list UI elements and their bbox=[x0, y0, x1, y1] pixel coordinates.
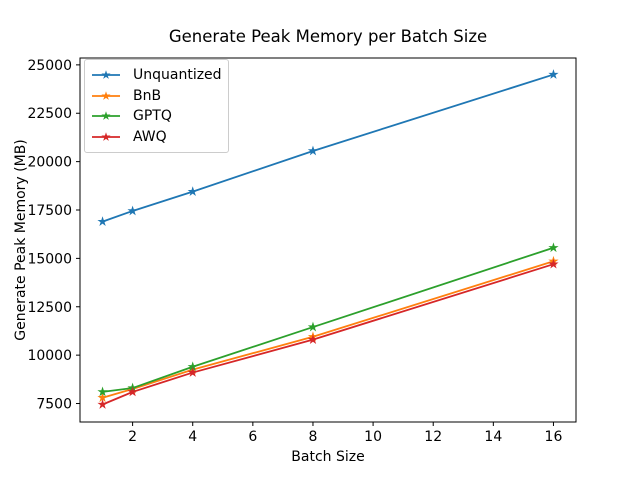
x-tick-label: 8 bbox=[309, 429, 318, 445]
legend-label: Unquantized bbox=[133, 67, 222, 84]
y-tick-label: 10000 bbox=[27, 348, 72, 364]
series-line-GPTQ bbox=[102, 246, 554, 393]
legend: Unquantized BnB GPTQ AWQ bbox=[84, 59, 229, 154]
legend-label: BnB bbox=[133, 87, 162, 104]
legend-entry-Unquantized: Unquantized bbox=[92, 65, 222, 86]
marker-star-Unquantized-legend bbox=[101, 70, 111, 80]
legend-entry-AWQ: AWQ bbox=[92, 127, 222, 148]
y-tick-label: 25000 bbox=[27, 58, 72, 74]
x-tick-label: 16 bbox=[545, 429, 563, 445]
x-axis-label: Batch Size bbox=[291, 449, 365, 465]
legend-label: GPTQ bbox=[133, 108, 172, 125]
x-tick-label: 14 bbox=[484, 429, 502, 445]
chart-title: Generate Peak Memory per Batch Size bbox=[168, 27, 488, 46]
marker-star-GPTQ bbox=[548, 242, 559, 253]
y-tick-label: 22500 bbox=[27, 106, 72, 122]
y-tick-label: 17500 bbox=[27, 203, 72, 219]
marker-star-AWQ-legend bbox=[101, 132, 111, 141]
x-tick-label: 12 bbox=[424, 429, 442, 445]
y-tick-label: 15000 bbox=[27, 251, 72, 267]
y-tick-label: 20000 bbox=[27, 155, 72, 171]
marker-star-AWQ bbox=[97, 399, 108, 409]
x-tick-label: 2 bbox=[128, 429, 137, 445]
series-line-AWQ bbox=[102, 263, 554, 406]
series-line-BnB bbox=[102, 260, 554, 399]
marker-star-AWQ bbox=[307, 334, 319, 345]
legend-swatch-Unquantized bbox=[92, 70, 120, 80]
x-tick-label: 10 bbox=[364, 429, 382, 445]
axes-spines bbox=[79, 57, 577, 423]
marker-star-GPTQ bbox=[187, 361, 198, 372]
marker-star-BnB bbox=[97, 392, 108, 403]
legend-entry-GPTQ: GPTQ bbox=[92, 106, 222, 127]
legend-swatch-GPTQ bbox=[92, 111, 120, 121]
marker-star-Unquantized bbox=[127, 205, 138, 216]
y-tick-label: 7500 bbox=[36, 397, 72, 413]
y-tick-label: 12500 bbox=[27, 300, 72, 316]
marker-star-AWQ bbox=[548, 258, 559, 269]
marker-star-GPTQ bbox=[97, 386, 108, 397]
marker-star-AWQ bbox=[187, 367, 198, 377]
marker-star-GPTQ-legend bbox=[101, 111, 111, 121]
x-tick-label: 6 bbox=[248, 429, 257, 445]
x-tick-label: 4 bbox=[188, 429, 197, 445]
marker-star-AWQ bbox=[127, 386, 138, 397]
legend-swatch-AWQ bbox=[92, 132, 120, 141]
marker-star-Unquantized bbox=[97, 216, 108, 226]
marker-star-Unquantized bbox=[548, 69, 559, 79]
legend-label: AWQ bbox=[133, 129, 167, 146]
marker-star-GPTQ bbox=[307, 321, 319, 332]
legend-entry-BnB: BnB bbox=[92, 86, 222, 107]
legend-swatch-BnB bbox=[92, 91, 120, 100]
marker-star-BnB-legend bbox=[101, 91, 111, 100]
marker-star-Unquantized bbox=[187, 186, 198, 196]
marker-star-Unquantized bbox=[307, 145, 319, 156]
